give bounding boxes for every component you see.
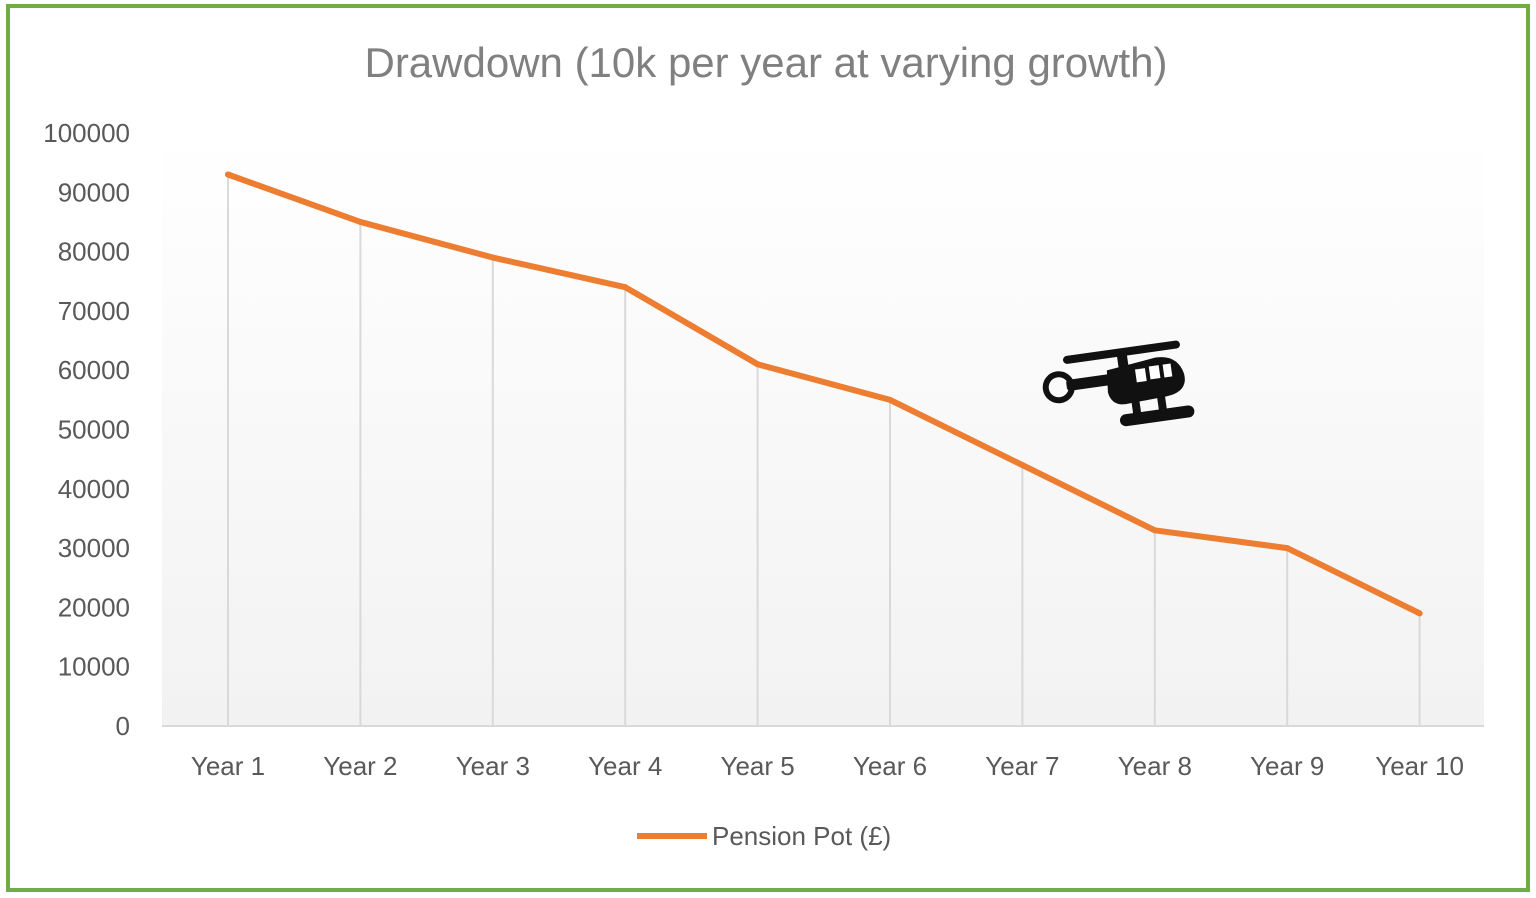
- y-tick-label: 60000: [58, 355, 130, 385]
- x-axis: Year 1 Year 2 Year 3 Year 4 Year 5 Year 6 Year…: [191, 751, 1464, 781]
- data-point: [1019, 462, 1026, 469]
- x-tick-label: Year 8: [1118, 751, 1192, 781]
- data-point: [489, 254, 496, 261]
- x-tick-label: Year 5: [720, 751, 794, 781]
- y-tick-label: 80000: [58, 237, 130, 267]
- x-tick-label: Year 7: [985, 751, 1059, 781]
- data-point: [1151, 527, 1158, 534]
- drop-lines: [227, 174, 1421, 726]
- y-tick-label: 70000: [58, 296, 130, 326]
- x-tick-label: Year 10: [1375, 751, 1464, 781]
- y-tick-label: 10000: [58, 652, 130, 682]
- data-point: [357, 218, 364, 225]
- data-point: [1284, 545, 1291, 552]
- x-tick-label: Year 1: [191, 751, 265, 781]
- y-tick-label: 50000: [58, 415, 130, 445]
- chart-title: Drawdown (10k per year at varying growth…: [364, 39, 1167, 86]
- x-tick-label: Year 3: [456, 751, 530, 781]
- y-tick-label: 40000: [58, 474, 130, 504]
- legend-label: Pension Pot (£): [712, 821, 891, 851]
- y-tick-label: 0: [116, 711, 130, 741]
- data-point: [1416, 610, 1423, 617]
- y-tick-label: 30000: [58, 533, 130, 563]
- helicopter-icon: [1042, 340, 1195, 427]
- plot-area: [162, 133, 1484, 726]
- data-point: [754, 361, 761, 368]
- legend: Pension Pot (£): [637, 821, 891, 851]
- x-tick-label: Year 2: [323, 751, 397, 781]
- data-point: [225, 171, 231, 178]
- series-pension-pot: [225, 171, 1423, 617]
- x-tick-label: Year 9: [1250, 751, 1324, 781]
- x-tick-label: Year 6: [853, 751, 927, 781]
- y-tick-label: 20000: [58, 592, 130, 622]
- data-point: [622, 284, 629, 291]
- y-axis: 0 10000 20000 30000 40000 50000 60000 70000 8000…: [43, 118, 130, 741]
- y-tick-label: 100000: [43, 118, 130, 148]
- y-tick-label: 90000: [58, 177, 130, 207]
- data-point: [887, 396, 893, 403]
- series-line: [225, 171, 1423, 617]
- x-tick-label: Year 4: [588, 751, 662, 781]
